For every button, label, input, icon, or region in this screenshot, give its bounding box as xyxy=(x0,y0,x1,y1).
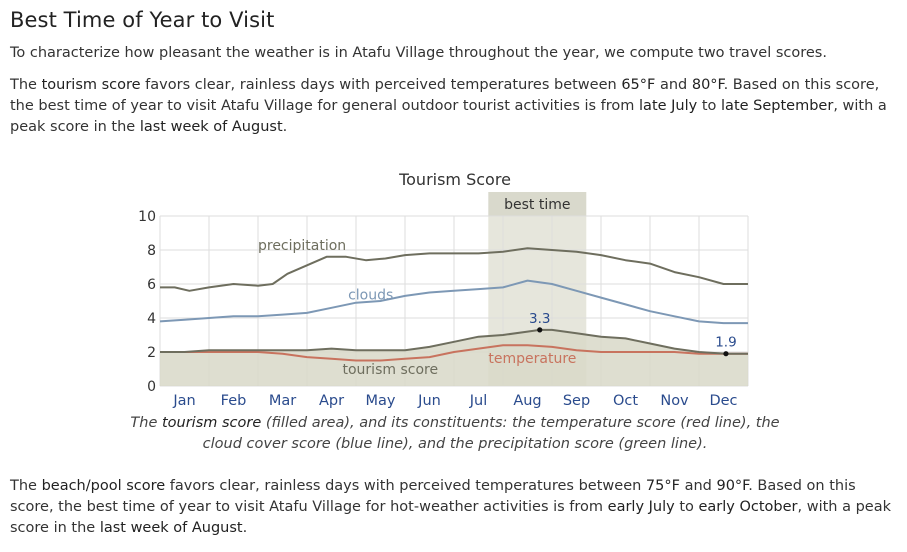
x-tick-label-oct: Oct xyxy=(613,393,638,409)
x-tick-label-sep: Sep xyxy=(563,393,590,409)
tourism-text-7: . xyxy=(282,119,288,135)
tourism-score-chart: best time 0 2 4 6 8 10 Jan Feb Mar Apr May Jun Jul Au… xyxy=(130,163,770,418)
beach-text-2: favors clear, rainless days with perceiv… xyxy=(165,478,646,494)
x-tick-label-feb: Feb xyxy=(221,393,247,409)
beach-text-3: and xyxy=(679,478,717,494)
tourism-temp-low: 65°F xyxy=(621,77,656,93)
annotation-point-1 xyxy=(537,327,543,333)
x-tick-label-nov: Nov xyxy=(660,393,689,409)
beach-temp-high: 90°F xyxy=(716,478,749,494)
chart-caption: The tourism score (filled area), and its… xyxy=(130,413,780,455)
annotation-value-1: 3.3 xyxy=(529,311,550,327)
temperature-line xyxy=(160,344,748,362)
beach-text-5: to xyxy=(674,499,699,515)
y-tick-label: 4 xyxy=(147,311,156,327)
tourism-end: late September xyxy=(721,98,834,114)
y-tick-label: 2 xyxy=(147,345,156,361)
x-tick-label-mar: Mar xyxy=(269,393,296,409)
tourism-text-5: to xyxy=(697,98,722,114)
lines-group xyxy=(159,247,748,362)
beach-text-1: The xyxy=(10,478,42,494)
caption-text-1: The xyxy=(130,415,162,431)
tourism-temp-high: 80°F xyxy=(691,77,724,93)
tourism-score-term: tourism score xyxy=(41,77,141,93)
x-tick-label-dec: Dec xyxy=(709,393,737,409)
caption-tourism-term: tourism score xyxy=(161,415,262,431)
x-tick-label-jun: Jun xyxy=(417,393,441,409)
beach-start: early July xyxy=(607,499,675,515)
temperature-label: temperature xyxy=(488,351,576,367)
tourism-paragraph: The tourism score favors clear, rainless… xyxy=(10,75,895,138)
beach-peak: last week of August xyxy=(99,520,243,536)
tourism-peak: last week of August xyxy=(139,119,283,135)
x-tick-label-jan: Jan xyxy=(172,393,195,409)
beach-text-4: . Based on this score, the best time of … xyxy=(10,478,856,515)
y-tick-label: 10 xyxy=(138,209,156,225)
clouds-label: clouds xyxy=(348,287,393,303)
tourism-score-line xyxy=(160,328,748,355)
y-tick-label: 6 xyxy=(147,277,156,293)
x-tick-label-aug: Aug xyxy=(513,393,541,409)
tourism-score-label: tourism score xyxy=(343,362,439,378)
beach-text-6: , with a peak score in the xyxy=(10,499,892,536)
precipitation-line xyxy=(160,247,748,292)
tourism-text-4: . Based on this score, the best time of … xyxy=(10,77,880,114)
tourism-text-6: , with a peak score in the xyxy=(10,98,887,135)
tourism-text-3: and xyxy=(655,77,692,93)
page-title: Best Time of Year to Visit xyxy=(10,8,275,32)
best-time-label: best time xyxy=(504,197,570,213)
beach-temp-low: 75°F xyxy=(645,478,680,494)
beach-paragraph: The beach/pool score favors clear, rainl… xyxy=(10,476,895,539)
precipitation-label: precipitation xyxy=(258,238,346,254)
caption-text-2: (filled area), and its constituents: the… xyxy=(202,415,780,452)
x-tick-label-apr: Apr xyxy=(319,393,344,409)
y-tick-label: 8 xyxy=(147,243,156,259)
beach-text-7: . xyxy=(242,520,248,536)
tourism-start: late July xyxy=(639,98,698,114)
y-tick-label: 0 xyxy=(147,379,156,395)
x-tick-label-may: May xyxy=(366,393,396,409)
x-tick-label-jul: Jul xyxy=(469,393,488,409)
tourism-score-area xyxy=(160,329,748,386)
annotation-value-2: 1.9 xyxy=(715,335,736,351)
beach-score-term: beach/pool score xyxy=(41,478,166,494)
area-group xyxy=(160,329,748,386)
intro-paragraph: To characterize how pleasant the weather… xyxy=(10,45,827,61)
chart-title: Tourism Score xyxy=(398,170,511,189)
beach-end: early October xyxy=(698,499,798,515)
annotation-point-2 xyxy=(723,351,729,357)
clouds-line xyxy=(159,279,748,325)
tourism-text-2: favors clear, rainless days with perceiv… xyxy=(140,77,622,93)
tourism-text-1: The xyxy=(10,77,42,93)
chart-svg: best time 0 2 4 6 8 10 Jan Feb Mar Apr May Jun Jul Au… xyxy=(138,170,749,409)
best-time-header xyxy=(488,192,587,216)
labels-group: precipitation clouds temperature tourism sc… xyxy=(258,238,737,378)
